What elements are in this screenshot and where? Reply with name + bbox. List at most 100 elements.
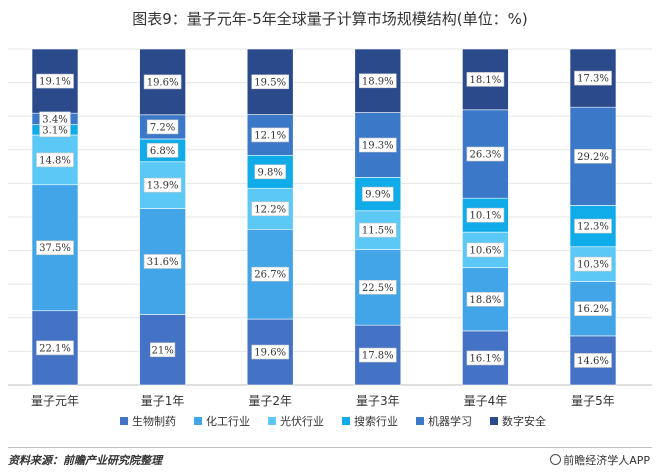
data-label-box	[466, 350, 505, 366]
data-label: 10.6%	[470, 245, 502, 256]
data-label-box	[143, 254, 182, 269]
brand-logo-icon	[550, 454, 562, 465]
data-label-box	[150, 342, 176, 358]
data-label: 3.4%	[42, 114, 67, 125]
data-label: 18.1%	[470, 75, 502, 86]
data-label: 9.8%	[257, 167, 282, 178]
data-label-box	[574, 70, 612, 86]
data-label: 17.8%	[362, 351, 394, 362]
data-label: 26.3%	[470, 150, 502, 161]
data-label-box	[358, 347, 397, 363]
data-label-box	[466, 72, 505, 87]
data-label-box	[36, 340, 74, 356]
data-label: 10.3%	[577, 260, 609, 271]
data-label-box	[466, 146, 505, 162]
data-label-box	[251, 127, 289, 143]
data-label: 16.1%	[470, 353, 502, 364]
data-label-box	[574, 148, 612, 164]
data-label: 19.1%	[39, 77, 71, 88]
data-label-box	[146, 143, 179, 158]
data-label: 14.6%	[577, 356, 609, 367]
x-tick-label: 量子5年	[571, 394, 615, 408]
data-label-box	[358, 137, 397, 153]
data-label: 17.3%	[577, 74, 609, 85]
data-label-box	[36, 240, 74, 256]
legend-label: 搜索行业	[354, 414, 398, 428]
x-tick-label: 量子2年	[248, 394, 292, 408]
legend-label: 生物制药	[132, 414, 176, 428]
gridlines	[8, 48, 652, 386]
data-label-box	[251, 201, 289, 217]
data-label: 31.6%	[147, 257, 179, 268]
data-label-box	[254, 164, 286, 180]
legend-swatch	[416, 417, 424, 425]
data-label: 19.3%	[362, 141, 394, 152]
data-label-box	[358, 73, 397, 89]
legend-label: 化工行业	[206, 414, 250, 428]
data-label: 19.5%	[254, 77, 286, 88]
data-label: 6.8%	[150, 146, 175, 157]
brand-text: 前瞻经济学人APP	[563, 454, 650, 467]
data-label: 3.1%	[42, 125, 67, 136]
data-label-box	[574, 256, 612, 272]
data-label: 12.1%	[254, 130, 286, 141]
source-note: 资料来源：前瞻产业研究院整理	[8, 454, 162, 467]
data-label-box	[36, 152, 74, 168]
data-label: 7.2%	[150, 122, 175, 133]
data-label: 16.2%	[577, 304, 609, 315]
data-label-box	[358, 222, 397, 238]
data-label-box	[574, 353, 612, 368]
legend-swatch	[490, 417, 498, 425]
data-label: 11.5%	[362, 226, 394, 237]
data-label: 22.5%	[362, 283, 394, 294]
data-label: 29.2%	[577, 152, 609, 163]
data-label-box	[39, 111, 71, 127]
data-label: 12.2%	[254, 204, 286, 215]
data-label: 19.6%	[254, 348, 286, 359]
data-label-box	[358, 279, 397, 295]
data-label: 37.5%	[39, 243, 71, 254]
legend-label: 数字安全	[502, 414, 546, 428]
x-tick-label: 量子1年	[141, 394, 185, 408]
footer-divider	[8, 447, 652, 448]
data-label-box	[251, 74, 289, 90]
x-tick-label: 量子3年	[356, 394, 400, 408]
x-axis-ticks: 量子元年 量子1年 量子2年 量子3年 量子4年 量子5年	[31, 394, 615, 408]
data-label-box	[574, 218, 612, 234]
data-label-box	[574, 301, 612, 316]
data-label-box	[466, 292, 505, 307]
stacked-bar-chart: 22.1% 37.5% 14.8% 3.1%3.4% 19.1% 21% 31.6% 13.9…	[8, 48, 652, 428]
data-label: 19.6%	[147, 77, 179, 88]
data-label: 9.9%	[365, 190, 390, 201]
x-tick-label: 量子元年	[31, 394, 79, 408]
chart-title: 图表9：量子元年-5年全球量子计算市场规模结构(单位：%)	[132, 10, 528, 28]
data-label-box	[146, 119, 179, 135]
legend: 生物制药 化工行业 光伏行业 搜索行业 机器学习 数字安全	[120, 414, 546, 428]
data-label: 18.8%	[470, 295, 502, 306]
data-label: 14.8%	[39, 155, 71, 166]
data-label: 18.9%	[362, 76, 394, 87]
data-label-box	[143, 177, 182, 193]
x-tick-label: 量子4年	[464, 394, 508, 408]
data-label-box	[362, 186, 394, 202]
legend-swatch	[194, 417, 202, 425]
data-label-box	[466, 242, 505, 258]
data-label-box	[251, 266, 289, 282]
legend-swatch	[268, 417, 276, 425]
data-label-box	[143, 74, 182, 90]
brand-credit: 前瞻经济学人APP	[550, 452, 650, 468]
data-label: 26.7%	[254, 270, 286, 281]
legend-label: 机器学习	[428, 414, 472, 428]
legend-swatch	[120, 417, 128, 425]
data-label: 21%	[151, 345, 173, 356]
data-label-box	[36, 73, 74, 89]
data-label: 22.1%	[39, 343, 71, 354]
data-label: 13.9%	[147, 181, 179, 192]
data-label-box	[466, 207, 505, 223]
legend-swatch	[342, 417, 350, 425]
data-label: 10.1%	[470, 211, 502, 222]
legend-label: 光伏行业	[280, 414, 324, 428]
data-label-box	[251, 344, 289, 360]
data-labels: 22.1% 37.5% 14.8% 3.1%3.4% 19.1% 21% 31.6% 13.9…	[36, 70, 612, 368]
data-label: 12.3%	[577, 222, 609, 233]
